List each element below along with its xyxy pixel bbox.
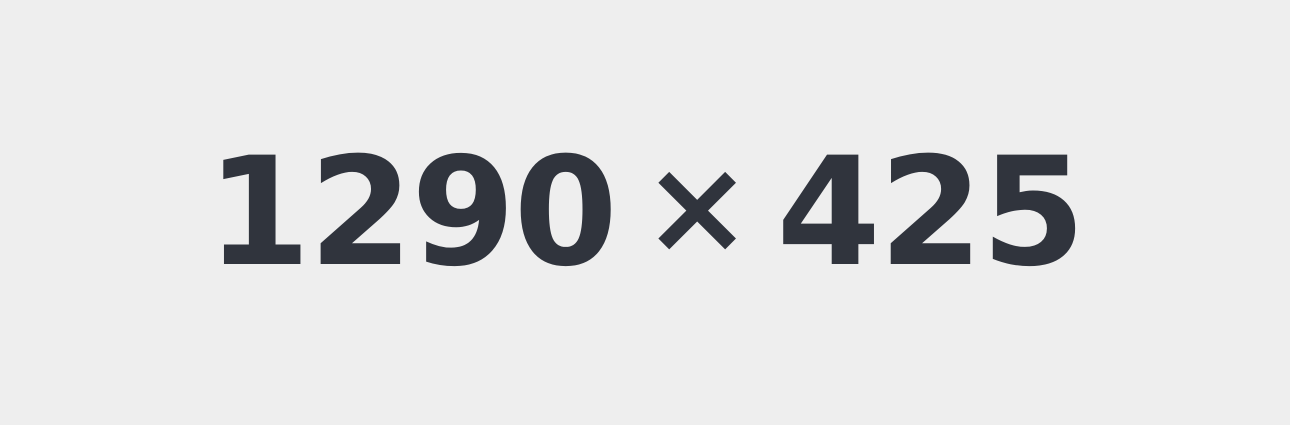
width-value: 1290: [206, 125, 617, 300]
height-value: 425: [776, 125, 1085, 300]
multiply-sign: ×: [641, 129, 753, 284]
dimension-label: 1290 × 425: [206, 125, 1085, 300]
